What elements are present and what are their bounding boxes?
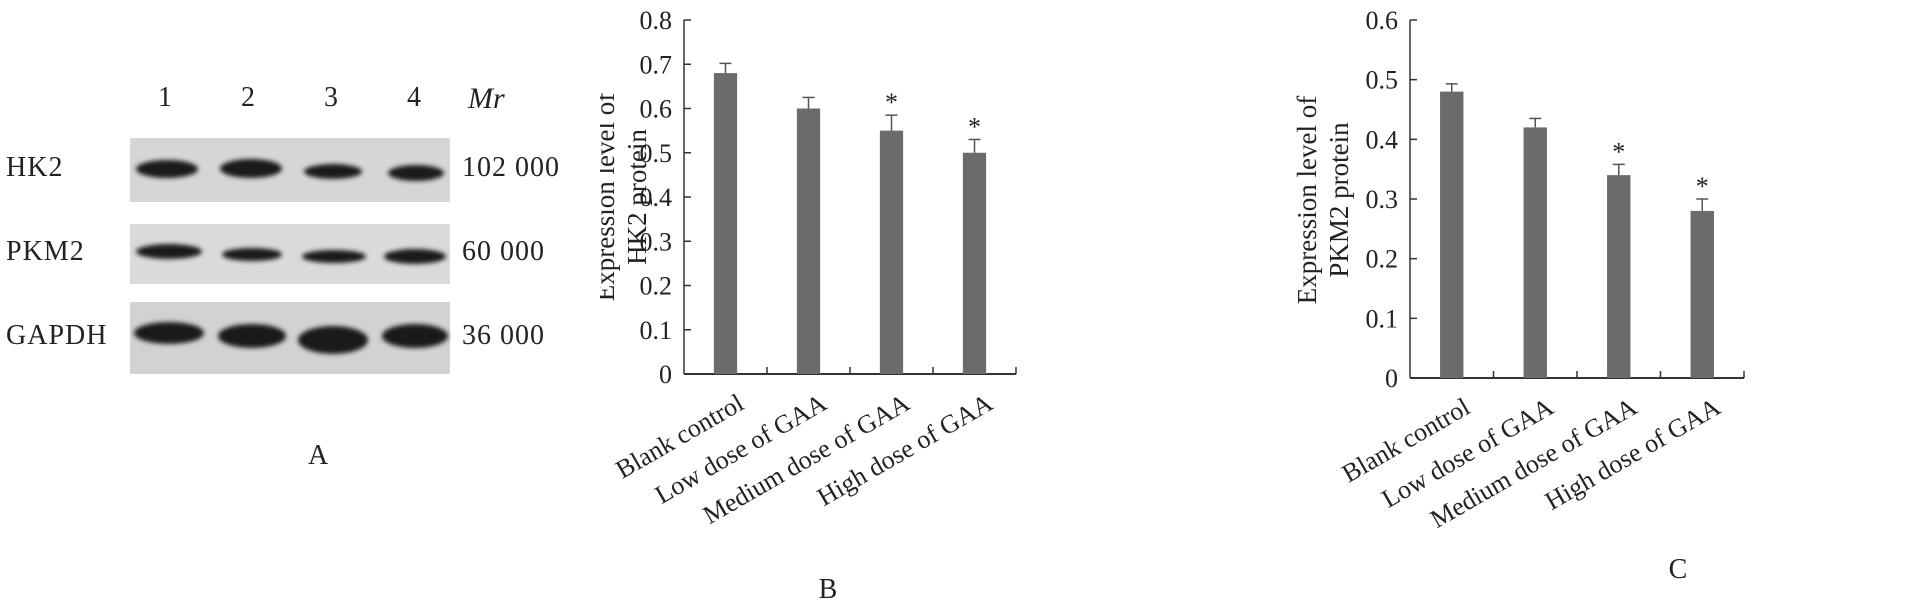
blot-strip-gapdh xyxy=(130,302,450,374)
bar xyxy=(879,130,904,374)
blot-band xyxy=(382,324,448,348)
y-tick-label: 0.6 xyxy=(640,95,673,124)
lane-number: 1 xyxy=(158,82,172,113)
y-tick-label: 0 xyxy=(1385,364,1398,393)
blot-strip-pkm2 xyxy=(130,224,450,284)
y-tick-label: 0.4 xyxy=(1366,125,1399,154)
panel-letter: B xyxy=(819,574,838,604)
y-tick-label: 0.2 xyxy=(640,272,673,301)
mw-label-pkm2: 60 000 xyxy=(462,236,545,267)
significance-marker: * xyxy=(1612,137,1625,166)
protein-label-gapdh: GAPDH xyxy=(6,320,108,351)
protein-label-pkm2: PKM2 xyxy=(6,236,85,267)
y-tick-label: 0.1 xyxy=(1366,304,1399,333)
y-tick-label: 0.5 xyxy=(640,139,673,168)
panel-letter: C xyxy=(1669,554,1688,585)
bar xyxy=(796,108,821,374)
blot-band xyxy=(302,250,366,263)
blot-band xyxy=(136,244,202,259)
y-tick-label: 0.2 xyxy=(1366,245,1399,274)
blot-band xyxy=(298,326,368,354)
bar xyxy=(713,73,738,374)
y-tick-label: 0.3 xyxy=(640,227,673,256)
blot-band xyxy=(388,165,444,181)
mw-label-hk2: 102 000 xyxy=(462,152,560,183)
y-axis-label: PKM2 protein xyxy=(1324,122,1354,278)
y-axis-label: Expression level of xyxy=(1292,96,1322,304)
significance-marker: * xyxy=(968,112,981,141)
bar xyxy=(1690,210,1714,378)
significance-marker: * xyxy=(885,88,898,117)
blot-band xyxy=(218,324,286,348)
blot-band xyxy=(304,164,362,179)
blot-band xyxy=(134,322,204,344)
lane-number: 2 xyxy=(241,82,255,113)
y-axis-label: Expression level of xyxy=(600,93,620,301)
pkm2-chart-panel: 0 0.1 0.2 0.3 0.4 0.5 0.6 Blank control Low dose… xyxy=(1260,0,1918,604)
y-tick-label: 0.5 xyxy=(1366,66,1399,95)
blot-band xyxy=(222,248,282,261)
y-axis-label: HK2 protein xyxy=(622,129,652,265)
y-tick-label: 0.3 xyxy=(1366,185,1399,214)
y-tick-label: 0.8 xyxy=(640,6,673,35)
bar xyxy=(1523,127,1547,379)
protein-label-hk2: HK2 xyxy=(6,152,64,183)
blot-strip-hk2 xyxy=(130,138,450,202)
blot-band xyxy=(220,159,282,178)
significance-marker: * xyxy=(1696,172,1709,201)
mr-label: Mr xyxy=(468,82,505,115)
bar xyxy=(1440,91,1464,378)
western-blot-panel: 1 2 3 4 Mr HK2 PKM2 GAPDH 102 000 60 000… xyxy=(0,0,600,604)
lane-number: 3 xyxy=(324,82,338,113)
y-tick-label: 0.7 xyxy=(640,50,673,79)
y-tick-label: 0.1 xyxy=(640,316,673,345)
blot-band xyxy=(384,249,446,264)
hk2-chart-panel: 0 0.1 0.2 0.3 0.4 0.5 0.6 0.7 0.8 Blank control Lo… xyxy=(590,0,1260,605)
y-tick-label: 0 xyxy=(659,360,672,389)
lane-number: 4 xyxy=(407,82,421,113)
bar xyxy=(1607,175,1631,378)
blot-band xyxy=(136,160,198,178)
panel-letter-a: A xyxy=(308,440,329,471)
y-tick-label: 0.6 xyxy=(1366,6,1399,35)
bar xyxy=(962,152,987,374)
mw-label-gapdh: 36 000 xyxy=(462,320,545,351)
y-tick-label: 0.4 xyxy=(640,183,673,212)
